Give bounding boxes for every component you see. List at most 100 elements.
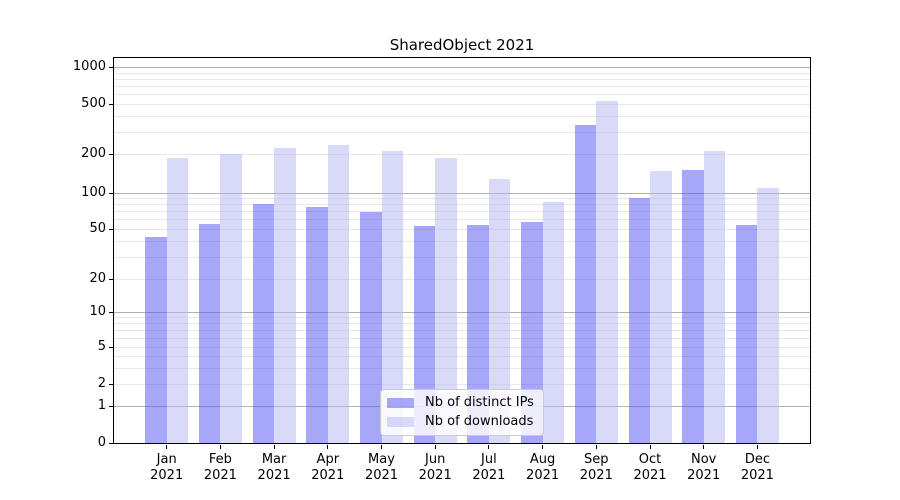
x-label-year: 2021 (579, 468, 613, 483)
x-tick-label: Oct 2021 (620, 452, 680, 484)
x-label-year: 2021 (311, 468, 345, 483)
x-tick (327, 445, 329, 449)
x-label-month: Oct (638, 452, 662, 467)
bar-downloads-apr (327, 145, 350, 443)
y-tick (109, 229, 113, 230)
gridline-minor (114, 78, 810, 80)
x-tick-label: Apr 2021 (298, 452, 358, 484)
legend-swatch-downloads (387, 417, 414, 427)
gridline-minor (114, 72, 810, 74)
x-tick-label: Sep 2021 (566, 452, 626, 484)
x-label-year: 2021 (150, 468, 184, 483)
x-label-month: Jul (481, 452, 497, 467)
gridline-minor (114, 330, 810, 331)
y-tick-label: 1 (97, 398, 106, 413)
y-tick (109, 104, 113, 105)
legend-item-distinct-ips: Nb of distinct IPs (387, 394, 535, 412)
x-label-year: 2021 (364, 468, 399, 483)
x-label-month: May (368, 452, 395, 467)
x-label-year: 2021 (740, 468, 774, 483)
y-tick-label: 10 (89, 304, 106, 319)
x-tick (273, 445, 275, 449)
bar-distinct-ips-oct (628, 197, 650, 443)
y-tick-label: 100 (81, 184, 106, 200)
x-label-month: Apr (316, 452, 340, 467)
x-tick-label: May 2021 (352, 452, 412, 484)
y-tick-label: 1000 (72, 59, 106, 74)
y-tick-label: 500 (81, 96, 106, 111)
x-label-year: 2021 (526, 468, 560, 483)
x-label-year: 2021 (633, 468, 667, 483)
x-tick-label: Nov 2021 (674, 452, 734, 484)
x-tick-label: Jun 2021 (405, 452, 465, 484)
y-tick (109, 193, 113, 194)
x-label-month: Jan (156, 452, 177, 467)
x-label-year: 2021 (687, 468, 721, 483)
y-tick-label: 2 (97, 376, 106, 391)
bar-downloads-oct (650, 171, 672, 443)
y-tick (109, 312, 113, 313)
bar-distinct-ips-feb (198, 223, 221, 443)
gridline-minor (114, 279, 810, 280)
bar-distinct-ips-dec (735, 224, 758, 443)
x-label-month: Nov (691, 452, 717, 467)
gridline-minor (114, 211, 810, 213)
gridline-minor (114, 197, 810, 199)
x-label-year: 2021 (257, 468, 291, 483)
gridline-minor (114, 317, 810, 319)
y-tick (109, 154, 113, 155)
bar-distinct-ips-may (360, 211, 382, 443)
x-label-month: Dec (744, 452, 770, 467)
x-tick (756, 445, 758, 449)
gridline-minor (114, 256, 810, 258)
x-tick-label: Jan 2021 (137, 452, 197, 484)
gridline-minor (114, 323, 810, 325)
grid-layer (114, 58, 810, 443)
x-label-month: Feb (208, 452, 232, 467)
y-tick (109, 347, 113, 348)
chart-title: SharedObject 2021 (389, 36, 535, 54)
bar-downloads-nov (703, 151, 726, 443)
gridline-minor (114, 104, 810, 105)
gridline-minor (114, 131, 810, 133)
x-tick (488, 445, 490, 449)
x-label-month: Sep (584, 452, 609, 467)
gridline-minor (114, 240, 810, 242)
y-tick (109, 279, 113, 280)
bar-downloads-jan (166, 158, 189, 443)
bar-downloads-feb (220, 154, 242, 443)
bar-distinct-ips-sep (574, 125, 597, 443)
x-tick (649, 445, 651, 449)
x-tick (703, 445, 705, 449)
gridline-minor (114, 356, 810, 357)
gridline-minor (114, 337, 810, 339)
bar-distinct-ips-mar (252, 204, 275, 443)
x-tick (381, 445, 382, 449)
y-tick (109, 443, 113, 444)
gridline-minor (114, 116, 810, 118)
x-tick-label: Dec 2021 (727, 452, 787, 484)
bar-downloads-jul (488, 178, 511, 443)
gridline-minor (114, 367, 810, 369)
x-label-year: 2021 (203, 468, 237, 483)
bar-downloads-dec (757, 188, 779, 443)
bar-distinct-ips-apr (306, 206, 328, 443)
bar-downloads-sep (596, 100, 618, 443)
legend-item-downloads: Nb of downloads (387, 413, 535, 431)
x-label-year: 2021 (418, 468, 452, 483)
bar-distinct-ips-jan (145, 236, 167, 443)
bar-downloads-aug (542, 201, 565, 443)
y-tick (109, 67, 113, 68)
legend-label-downloads: Nb of downloads (425, 414, 534, 429)
y-tick-label: 50 (89, 220, 106, 236)
x-label-year: 2021 (472, 468, 506, 483)
bar-downloads-mar (274, 147, 296, 443)
gridline-minor (114, 94, 810, 96)
y-tick-label: 20 (89, 271, 106, 286)
x-tick (542, 445, 544, 449)
gridline-minor (114, 384, 810, 385)
x-tick (219, 445, 221, 449)
bar-downloads-jun (435, 158, 457, 443)
x-tick (166, 445, 168, 449)
